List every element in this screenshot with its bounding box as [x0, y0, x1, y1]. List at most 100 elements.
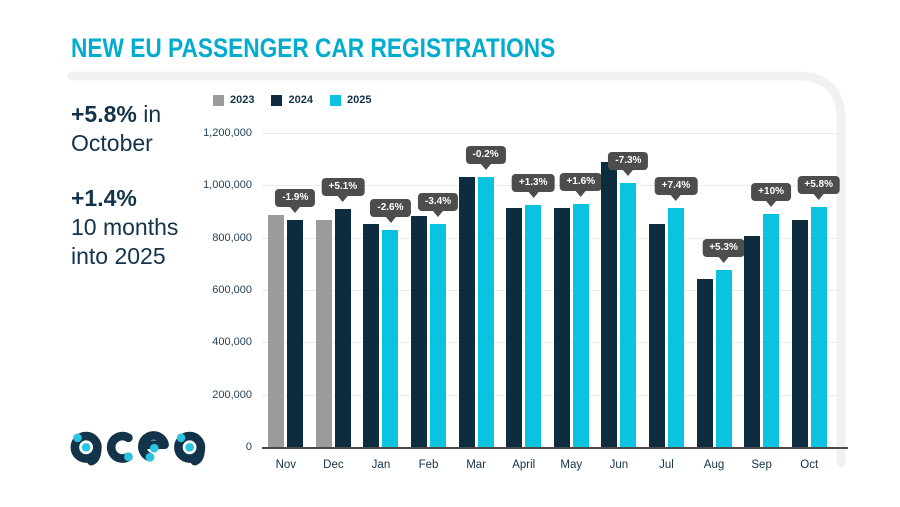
x-tick-label-aug: Aug	[703, 459, 725, 471]
legend-label-2023: 2023	[230, 94, 255, 106]
gridline	[262, 342, 840, 344]
bar-2025-april	[525, 204, 542, 447]
bar-2024-april	[506, 207, 523, 447]
change-label-mar: -0.2%	[465, 146, 506, 165]
change-label-dec: +5.1%	[321, 177, 365, 196]
bar-2025-oct	[810, 207, 827, 447]
legend-item-2025: 2025	[329, 94, 372, 106]
legend-item-2024: 2024	[271, 94, 313, 106]
stat-ytd-label-line2: into 2025	[71, 243, 166, 269]
bar-2025-feb	[430, 223, 447, 447]
change-label-aug: +5.3%	[702, 238, 745, 257]
month-group-oct: +5.8% Oct	[785, 133, 841, 471]
bar-2024-jan	[363, 223, 380, 447]
x-tick-label-mar: Mar	[466, 459, 487, 471]
bar-2024-sep	[744, 235, 761, 447]
page-title: NEW EU PASSENGER CAR REGISTRATIONS	[71, 33, 555, 64]
bar-2025-aug	[715, 269, 732, 447]
y-axis-labels: 0 200,000 400,000 600,000 800,000 1,000,000 1,…	[150, 127, 252, 453]
plot-area: -1.9% Nov +5.1% Dec -2.6% Jan -3.4% Feb -0.2% Mar…	[262, 133, 848, 471]
bar-2024-jun	[601, 161, 618, 447]
bar-2024-may	[553, 208, 570, 447]
logo-letter-c	[106, 431, 133, 463]
month-group-feb: -3.4% Feb	[405, 133, 459, 471]
month-group-mar: -0.2% Mar	[452, 133, 506, 471]
change-label-nov: -1.9%	[275, 188, 316, 207]
x-tick-label-jul: Jul	[659, 459, 674, 471]
logo-cyan-dots	[73, 433, 194, 462]
bar-2023-dec	[315, 220, 332, 447]
summary-stats: +5.8% in October +1.4% 10 months into 20…	[71, 100, 236, 271]
change-label-jun: -7.3%	[608, 151, 649, 170]
stat-ytd: +1.4% 10 months into 2025	[71, 184, 236, 271]
bar-2025-jun	[620, 182, 637, 447]
y-tick-label: 1,000,000	[203, 179, 252, 192]
month-group-may: +1.6% May	[548, 133, 603, 471]
month-group-nov: -1.9% Nov	[262, 133, 316, 471]
x-tick-label-oct: Oct	[800, 459, 819, 471]
page-title-text: NEW EU PASSENGER CAR REGISTRATIONS	[71, 33, 556, 63]
x-tick-label-nov: Nov	[275, 459, 297, 471]
gridline	[262, 237, 840, 239]
month-group-jun: -7.3% Jun	[595, 133, 649, 471]
stat-ytd-label-line1: 10 months	[71, 214, 179, 240]
legend-swatch-2025	[329, 94, 341, 106]
y-tick-label: 800,000	[212, 231, 252, 244]
change-label-sep: +10%	[751, 183, 792, 202]
month-group-sep: +10% Sep	[738, 133, 792, 471]
y-tick-label: 1,200,000	[203, 127, 252, 139]
x-tick-label-jun: Jun	[609, 459, 629, 471]
gridline	[262, 394, 840, 396]
acea-logo	[70, 431, 206, 466]
gridline	[262, 290, 840, 291]
x-tick-label-may: May	[560, 459, 583, 471]
bar-2025-jan	[382, 229, 399, 447]
stat-october: +5.8% in October	[71, 100, 236, 158]
x-tick-label-april: April	[512, 459, 536, 471]
bar-2024-jul	[648, 224, 665, 447]
bar-2023-nov	[268, 215, 285, 447]
month-group-april: +1.3% April	[500, 133, 555, 471]
gridline	[262, 133, 840, 134]
logo-letter-a1-tail	[86, 441, 102, 466]
bar-2025-jul	[667, 207, 684, 447]
change-label-jul: +7.4%	[654, 176, 698, 195]
bar-2025-may	[572, 204, 589, 447]
y-tick-label: 400,000	[212, 336, 252, 349]
bar-2024-nov	[287, 219, 304, 447]
bar-2024-feb	[411, 215, 428, 447]
bar-2025-mar	[477, 177, 494, 447]
legend-swatch-2023	[213, 94, 224, 106]
stat-october-label: October	[71, 130, 153, 156]
legend-label-2025: 2025	[346, 94, 372, 106]
change-label-oct: +5.8%	[797, 176, 841, 195]
month-group-aug: +5.3% Aug	[690, 133, 745, 471]
bar-2024-mar	[458, 176, 475, 447]
y-tick-label: 0	[245, 441, 252, 453]
x-tick-label-sep: Sep	[751, 459, 772, 471]
bar-2024-aug	[696, 278, 713, 447]
stat-october-suffix: in	[136, 101, 162, 127]
x-axis-line	[262, 447, 848, 449]
month-group-dec: +5.1% Dec	[310, 133, 365, 471]
change-label-may: +1.6%	[559, 173, 603, 192]
bar-2024-dec	[334, 208, 351, 447]
legend-item-2023: 2023	[213, 94, 254, 106]
legend-label-2024: 2024	[288, 94, 313, 106]
x-tick-label-feb: Feb	[418, 459, 439, 471]
y-tick-label: 600,000	[212, 284, 252, 296]
month-group-jul: +7.4% Jul	[643, 133, 698, 471]
change-label-april: +1.3%	[511, 173, 555, 192]
stat-ytd-value: +1.4%	[71, 185, 137, 211]
change-label-jan: -2.6%	[370, 198, 411, 217]
x-tick-label-dec: Dec	[323, 459, 344, 471]
chart-legend: 2023 2024 2025	[213, 94, 371, 106]
logo-letter-a2-tail	[190, 441, 206, 466]
stat-october-line1: +5.8% in	[71, 100, 236, 129]
y-tick-label: 200,000	[212, 388, 252, 401]
stat-october-value: +5.8%	[71, 101, 137, 127]
change-label-feb: -3.4%	[417, 192, 459, 211]
month-group-jan: -2.6% Jan	[357, 133, 411, 471]
bar-2024-oct	[791, 220, 808, 447]
